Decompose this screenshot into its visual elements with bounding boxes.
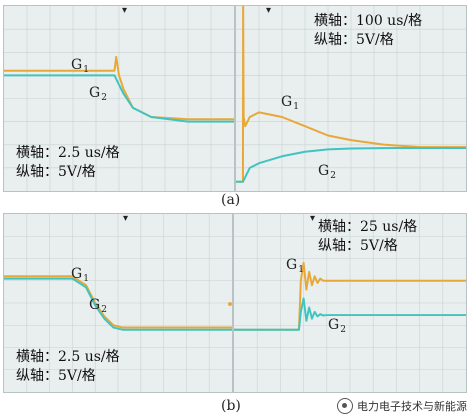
g2-label: G2 — [318, 163, 336, 181]
trigger-marker-icon: ▾ — [123, 213, 129, 224]
g1-trace — [234, 261, 466, 331]
g2-trace — [234, 297, 466, 331]
g2-label: G2 — [89, 297, 107, 315]
g1-trace — [236, 6, 466, 183]
g1-label: G1 — [281, 94, 299, 112]
trigger-marker-icon: ▾ — [310, 213, 316, 224]
chart-panel-b-right: G1 G2 横轴：25 us/格 纵轴：5V/格 ▾ — [233, 213, 467, 393]
axis-scale-text: 横轴：2.5 us/格 纵轴：5V/格 — [16, 349, 120, 384]
g1-label: G1 — [71, 266, 89, 284]
watermark: 电力电子技术与新能源 — [337, 398, 467, 414]
chart-panel-a-left: G1 G2 横轴：2.5 us/格 纵轴：5V/格 ▾ — [3, 5, 235, 192]
axis-scale-text: 横轴：100 us/格 纵轴：5V/格 — [314, 13, 423, 48]
caption-b: (b) — [221, 398, 241, 414]
axis-scale-text: 横轴：25 us/格 纵轴：5V/格 — [318, 219, 418, 254]
g1-trace — [4, 55, 234, 121]
g1-label: G1 — [286, 257, 304, 275]
chart-panel-b-left: G1 G2 横轴：2.5 us/格 纵轴：5V/格 ▾ — [3, 213, 233, 393]
g2-trace — [4, 277, 232, 331]
chart-panel-a-right: G1 G2 横轴：100 us/格 纵轴：5V/格 ▾ — [235, 5, 467, 192]
g2-trace — [4, 74, 234, 123]
g2-label: G2 — [328, 317, 346, 335]
axis-scale-text: 横轴：2.5 us/格 纵轴：5V/格 — [16, 145, 120, 180]
plot-svg — [4, 6, 234, 191]
g2-label: G2 — [89, 85, 107, 103]
wechat-logo-icon — [337, 398, 353, 414]
g1-trace — [4, 275, 232, 329]
trigger-marker-icon: ▾ — [122, 5, 128, 16]
caption-a: (a) — [221, 192, 241, 208]
g1-label: G1 — [71, 57, 89, 75]
plot-svg — [4, 214, 232, 392]
plot-svg — [236, 6, 466, 191]
trigger-marker-icon: ▾ — [266, 5, 272, 16]
plot-svg — [234, 214, 466, 392]
edge-marker — [228, 302, 232, 306]
g2-trace — [236, 146, 466, 183]
